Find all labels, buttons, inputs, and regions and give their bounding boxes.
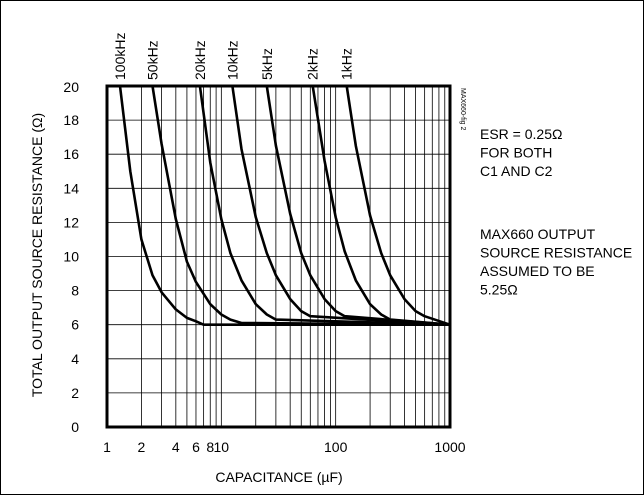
x-tick-label: 1000 [434, 439, 465, 455]
y-tick-label: 2 [71, 385, 79, 401]
y-tick-label: 10 [63, 249, 79, 265]
y-tick-label: 18 [63, 112, 79, 128]
annotations: ESR = 0.25Ω FOR BOTH C1 AND C2 MAX660 OUTPU… [480, 126, 632, 298]
x-tick-label: 4 [172, 439, 180, 455]
curve-2khz [311, 85, 451, 326]
x-tick-label: 8 [206, 439, 214, 455]
annotation-line: SOURCE RESISTANCE [480, 245, 632, 261]
plot-border [105, 84, 452, 429]
x-tick-label: 2 [138, 439, 146, 455]
y-tick-labels: 0 2 4 6 8 10 12 14 16 18 20 [63, 79, 79, 435]
series-label-50khz: 50kHz [145, 40, 161, 80]
x-tick-label: 6 [192, 439, 200, 455]
y-tick-label: 14 [63, 180, 79, 196]
x-tick-label: 1 [103, 439, 111, 455]
series-label-10khz: 10kHz [224, 40, 240, 80]
y-tick-label: 20 [63, 79, 79, 95]
y-tick-label: 12 [63, 214, 79, 230]
grid [106, 86, 450, 427]
y-tick-label: 0 [71, 419, 79, 435]
curve-50khz [151, 85, 451, 326]
annotation-line: MAX660 OUTPUT [480, 226, 596, 242]
annotation-line: ESR = 0.25Ω [480, 126, 562, 142]
y-tick-label: 6 [71, 317, 79, 333]
series-labels: 100kHz 50kHz 20kHz 10kHz 5kHz 2kHz 1kHz [112, 33, 355, 80]
series-label-20khz: 20kHz [192, 40, 208, 80]
series-label-100khz: 100kHz [112, 33, 128, 80]
y-tick-label: 4 [71, 351, 79, 367]
y-tick-label: 16 [63, 146, 79, 162]
curve-1khz [345, 85, 451, 326]
x-axis-label: CAPACITANCE (µF) [215, 469, 342, 485]
curve-5khz [265, 85, 451, 326]
x-tick-label: 100 [324, 439, 348, 455]
curve-10khz [231, 85, 451, 326]
y-tick-label: 8 [71, 283, 79, 299]
curve-100khz [118, 85, 450, 326]
series-label-2khz: 2kHz [305, 48, 321, 80]
series-label-1khz: 1kHz [339, 48, 355, 80]
series-label-5khz: 5kHz [259, 48, 275, 80]
x-tick-label: 10 [214, 439, 230, 455]
curve-20khz [198, 85, 451, 326]
y-axis-label: TOTAL OUTPUT SOURCE RESISTANCE (Ω) [29, 113, 45, 397]
curves [118, 85, 451, 326]
annotation-line: FOR BOTH [480, 145, 552, 161]
figure-id: MAX660-fig 2 [459, 88, 466, 131]
annotation-line: ASSUMED TO BE [480, 263, 595, 279]
annotation-line: C1 AND C2 [480, 163, 553, 179]
annotation-line: 5.25Ω [480, 282, 518, 298]
x-tick-labels: 1 2 4 6 8 10 100 1000 [103, 439, 466, 455]
